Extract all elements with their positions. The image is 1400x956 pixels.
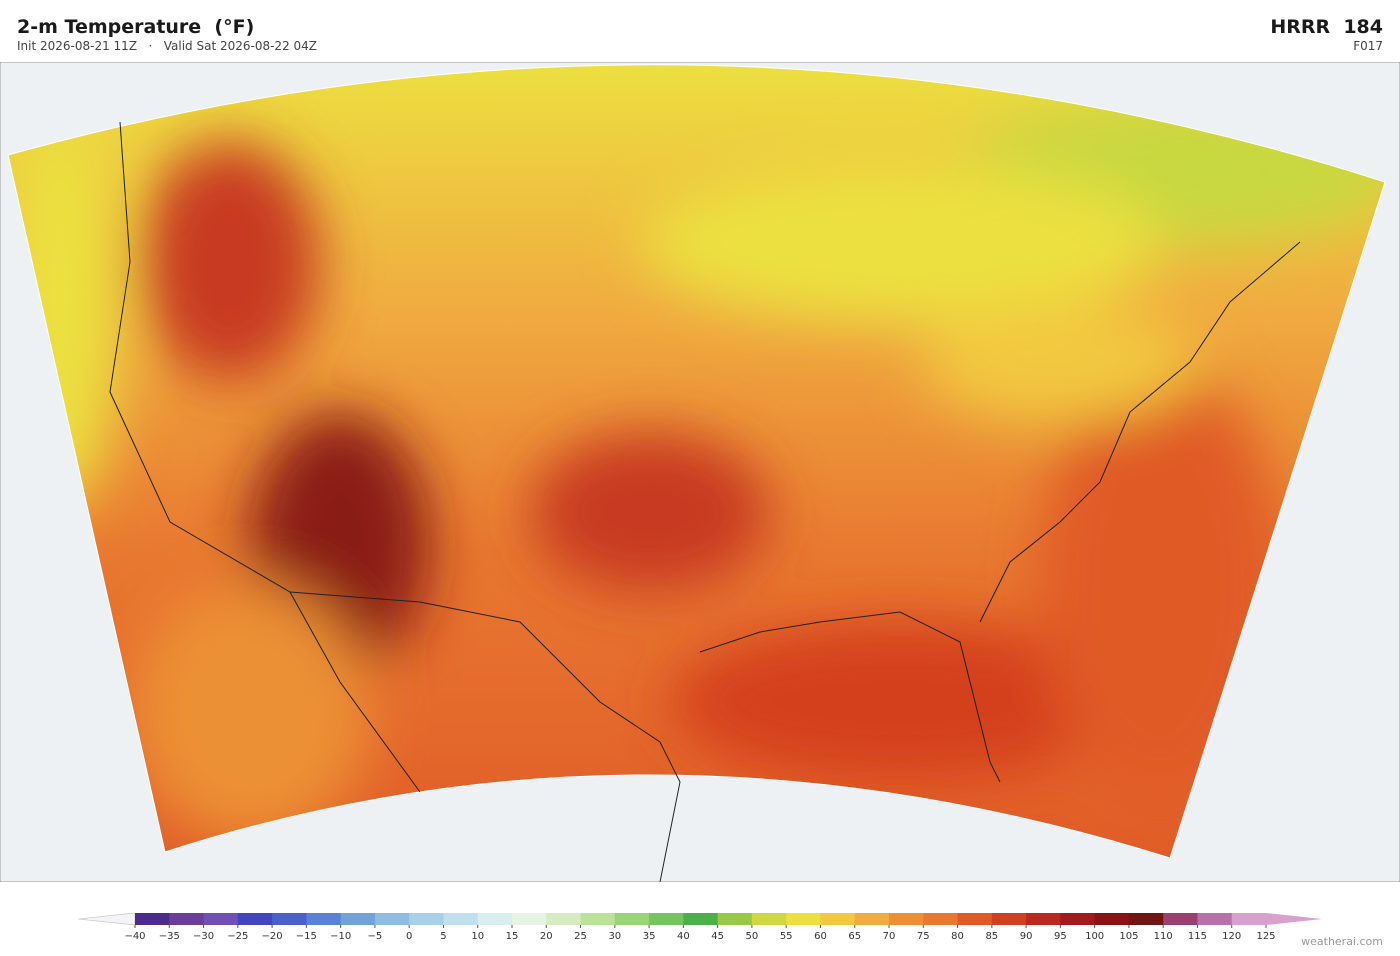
colorbar-tick-label: 90 [1020,931,1033,942]
colorbar-segment [991,913,1027,925]
colorbar-segment [477,913,513,925]
colorbar-segment [854,913,890,925]
map [0,62,1400,882]
colorbar-tick-label: 100 [1085,931,1104,942]
colorbar-tick-label: 110 [1154,931,1173,942]
colorbar-segment [649,913,684,925]
colorbar-tick-label: −20 [262,931,283,942]
colorbar-segment [1094,913,1130,925]
colorbar-segment [306,913,342,925]
colorbar-tick-label: 120 [1222,931,1241,942]
colorbar-segment [751,913,787,925]
colorbar-tick-label: 70 [883,931,896,942]
colorbar-segment [614,913,650,925]
colorbar-segment [923,913,959,925]
colorbar-tick-label: 105 [1119,931,1138,942]
title: 2-m Temperature (°F) [17,16,255,38]
colorbar-segment [443,913,479,925]
colorbar-segment [374,913,410,925]
colorbar-tick-label: 75 [917,931,930,942]
colorbar-segment [1026,913,1061,925]
colorbar-tick-label: 95 [1054,931,1067,942]
colorbar-tick-label: 60 [814,931,827,942]
colorbar-tick-label: 50 [746,931,759,942]
colorbar-tick-label: 35 [643,931,656,942]
colorbar-tick-label: 65 [848,931,861,942]
colorbar-segment [889,913,924,925]
domain-outline [7,64,1386,859]
colorbar-tick-label: 5 [440,931,446,942]
colorbar-segment [340,913,376,925]
colorbar-segment [580,913,616,925]
colorbar-segment [1197,913,1233,925]
colorbar-segment [237,913,273,925]
colorbar-segment [957,913,993,925]
colorbar-tick-label: −15 [296,931,317,942]
colorbar-tick-label: −40 [124,931,145,942]
colorbar-segment [786,913,821,925]
colorbar-tick-label: −5 [368,931,383,942]
colorbar-tick-label: 125 [1256,931,1275,942]
colorbar-segment [820,913,856,925]
colorbar: −40 −35 −30 −25 −20 −15 −10 −5 0 5 10 15 20 25 30 35 40 4… [77,912,1322,942]
colorbar-tick-label: 115 [1188,931,1207,942]
colorbar-segment [512,913,547,925]
forecast-hour: F017 [1353,39,1383,53]
colorbar-tick-label: 10 [471,931,484,942]
colorbar-tick-label: 15 [506,931,519,942]
colorbar-tick-label: −25 [227,931,248,942]
colorbar-segment [546,913,582,925]
colorbar-tick-label: −10 [330,931,351,942]
colorbar-segment [717,913,753,925]
colorbar-segment [1163,913,1198,925]
colorbar-tick-label: −35 [159,931,180,942]
temperature-field [8,64,1385,858]
colorbar-segment [409,913,444,925]
model-label: HRRR 184 [1270,16,1383,38]
colorbar-segment [683,913,719,925]
colorbar-tick-label: 25 [574,931,587,942]
colorbar-tick-label: 85 [985,931,998,942]
colorbar-tick-label: 55 [780,931,793,942]
colorbar-tick-label: 30 [608,931,621,942]
colorbar-segment [135,913,170,925]
colorbar-segment [1128,913,1164,925]
colorbar-over [1266,913,1322,925]
colorbar-tick-label: 80 [951,931,964,942]
colorbar-segment [169,913,205,925]
subtitle: Init 2026-08-21 11Z · Valid Sat 2026-08-… [17,39,318,53]
colorbar-tick-label: 20 [540,931,553,942]
colorbar-tick-label: 0 [406,931,412,942]
watermark: weatherai.com [1301,935,1383,948]
colorbar-tick-label: −30 [193,931,214,942]
coastline [109,121,1301,882]
colorbar-segment [1231,913,1267,925]
colorbar-segment [203,913,239,925]
colorbar-tick-label: 40 [677,931,690,942]
colorbar-under [77,912,136,926]
colorbar-segment [272,913,307,925]
colorbar-tick-label: 45 [711,931,724,942]
colorbar-segment [1060,913,1096,925]
